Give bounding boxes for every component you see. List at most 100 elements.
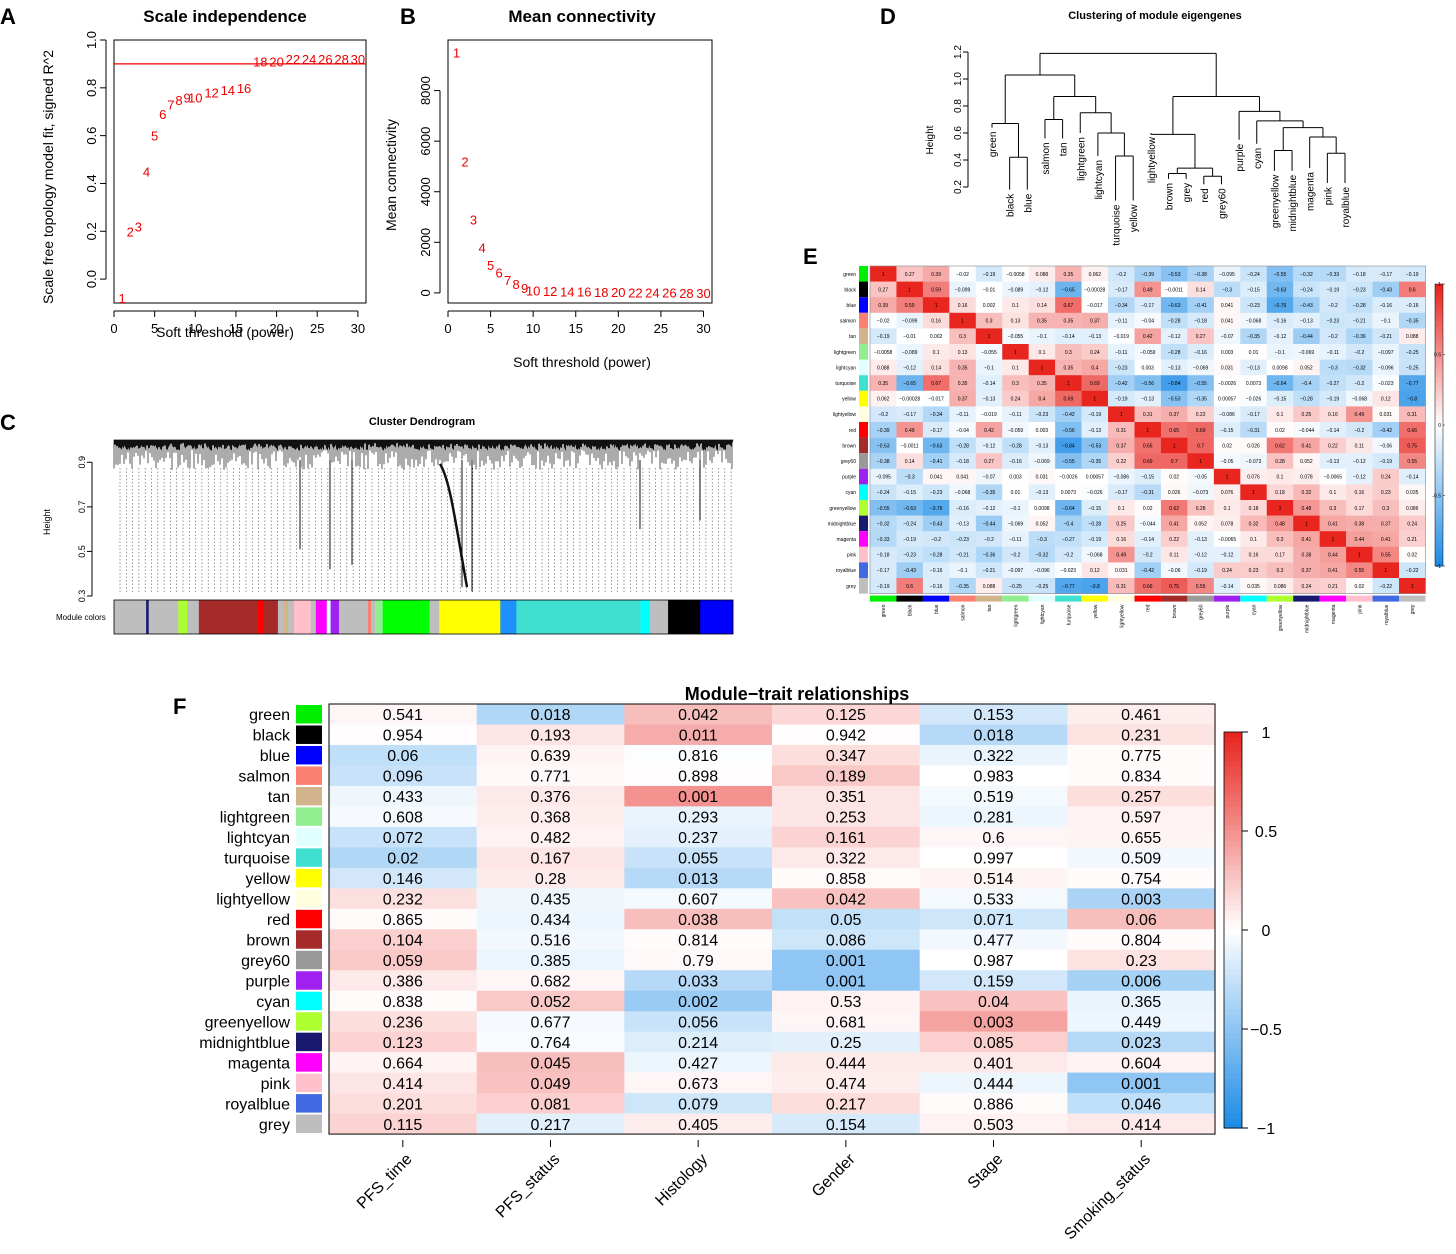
cell-value: −0.55 xyxy=(1062,459,1075,465)
heat-cell xyxy=(1081,546,1109,563)
cell-value: 0.1 xyxy=(933,350,940,356)
module-swatch xyxy=(296,1032,322,1052)
heat-cell xyxy=(1213,359,1241,376)
cell-value: 0.37 xyxy=(1116,443,1126,449)
x-tick-label: 0 xyxy=(110,321,117,336)
cell-value: −0.12 xyxy=(983,506,996,512)
col-label: brown xyxy=(1172,604,1178,618)
heat-cell xyxy=(624,785,773,807)
heat-cell xyxy=(919,1031,1068,1053)
cell-value: −0.3 xyxy=(1222,287,1232,293)
heat-cell xyxy=(922,297,950,313)
colorbar-tick-label: 1 xyxy=(1438,282,1441,288)
cell-value: −0.35 xyxy=(1088,459,1101,465)
row-color-swatch xyxy=(859,437,868,454)
heat-cell xyxy=(1213,468,1241,485)
heat-cell xyxy=(870,344,897,360)
cell-value: −0.19 xyxy=(1194,568,1207,574)
col-color-swatch xyxy=(1002,595,1029,602)
heat-cell xyxy=(476,704,625,725)
cell-value: −0.12 xyxy=(1194,553,1207,559)
row-color-swatch xyxy=(859,546,868,563)
p-value: 0.682 xyxy=(530,973,570,990)
cell-value: 0.27 xyxy=(984,459,994,465)
heat-cell xyxy=(624,1031,773,1053)
p-value: 0.655 xyxy=(1121,830,1161,847)
colorbar-step xyxy=(1224,741,1242,748)
cell-value: −0.12 xyxy=(1221,553,1234,559)
heat-cell xyxy=(1187,297,1215,313)
heat-cell xyxy=(476,785,625,807)
p-value: 0.006 xyxy=(1121,973,1161,990)
cell-value: −0.13 xyxy=(1088,428,1101,434)
heat-cell xyxy=(1372,281,1400,298)
heat-cell xyxy=(476,1052,625,1073)
trait-label: PFS_time xyxy=(354,1151,416,1213)
heat-cell xyxy=(1028,312,1056,329)
heat-cell xyxy=(919,724,1068,746)
y-axis-label: Mean connectivity xyxy=(383,119,399,231)
x-tick-label: 0 xyxy=(444,321,451,336)
cell-value: −0.07 xyxy=(983,475,996,481)
heat-cell xyxy=(870,312,897,329)
p-value: 0.001 xyxy=(826,973,866,990)
cell-value: 0.7 xyxy=(1171,459,1178,465)
p-value: 0.003 xyxy=(973,1014,1013,1031)
colorbar-step xyxy=(1435,490,1443,496)
cell-value: −0.095 xyxy=(1219,272,1235,278)
heat-cell xyxy=(1108,375,1135,391)
cell-value: −0.16 xyxy=(1009,459,1022,465)
cell-value: −0.11 xyxy=(956,412,968,418)
y-tick-label: 8000 xyxy=(418,76,433,105)
cell-value: −0.19 xyxy=(1088,412,1101,418)
row-label: tan xyxy=(849,334,856,340)
cell-value: −0.15 xyxy=(1221,428,1234,434)
heat-cell xyxy=(1399,468,1426,485)
cell-value: −0.13 xyxy=(1300,319,1313,325)
cell-value: −0.32 xyxy=(1353,365,1366,371)
y-tick-label: 1.0 xyxy=(953,72,964,86)
heat-cell xyxy=(1055,453,1082,469)
module-swatch xyxy=(296,725,322,744)
colorbar-step xyxy=(1224,796,1242,802)
data-point-label: 24 xyxy=(302,52,316,67)
p-value: 0.865 xyxy=(383,912,423,929)
heat-cell xyxy=(772,724,920,746)
heat-cell xyxy=(1319,375,1347,391)
row-label: yellow xyxy=(842,397,856,403)
heat-cell xyxy=(476,1093,625,1114)
heat-cell xyxy=(919,1113,1068,1135)
heat-cell xyxy=(896,515,924,532)
heat-cell xyxy=(1240,266,1267,282)
colorbar-step xyxy=(1435,345,1443,351)
data-point-label: 5 xyxy=(487,258,494,273)
chart-title: Mean connectivity xyxy=(508,7,656,26)
cell-value: −0.0065 xyxy=(1324,475,1342,481)
heat-cell xyxy=(329,908,477,930)
cell-value: −0.24 xyxy=(877,490,890,496)
cell-value: −0.06 xyxy=(1379,443,1392,449)
heat-cell xyxy=(1319,297,1347,313)
heat-cell xyxy=(1067,826,1216,848)
cell-value: 0.0073 xyxy=(1246,381,1262,387)
heat-cell xyxy=(1293,312,1320,329)
col-color-swatch xyxy=(1108,595,1135,602)
heatmap-frame xyxy=(869,265,1426,594)
cell-value: −0.35 xyxy=(956,584,969,590)
colorbar-step xyxy=(1224,979,1242,986)
heat-cell xyxy=(1293,328,1320,345)
heat-cell xyxy=(1213,578,1241,594)
cell-value: −0.28 xyxy=(1300,397,1313,403)
leaf-label: lightyellow xyxy=(1147,136,1158,183)
cell-value: −0.12 xyxy=(1168,334,1181,340)
cell-value: 0.02 xyxy=(1169,475,1179,481)
module-label: black xyxy=(253,728,291,745)
colorbar-step xyxy=(1435,533,1443,539)
heat-cell xyxy=(1399,422,1426,438)
cell-value: 0.21 xyxy=(1407,537,1417,543)
colorbar-step xyxy=(1224,781,1242,788)
heat-cell xyxy=(1002,531,1029,547)
p-value: 0.001 xyxy=(826,953,866,970)
heat-cell xyxy=(476,1011,625,1032)
colorbar-step xyxy=(1224,969,1242,976)
